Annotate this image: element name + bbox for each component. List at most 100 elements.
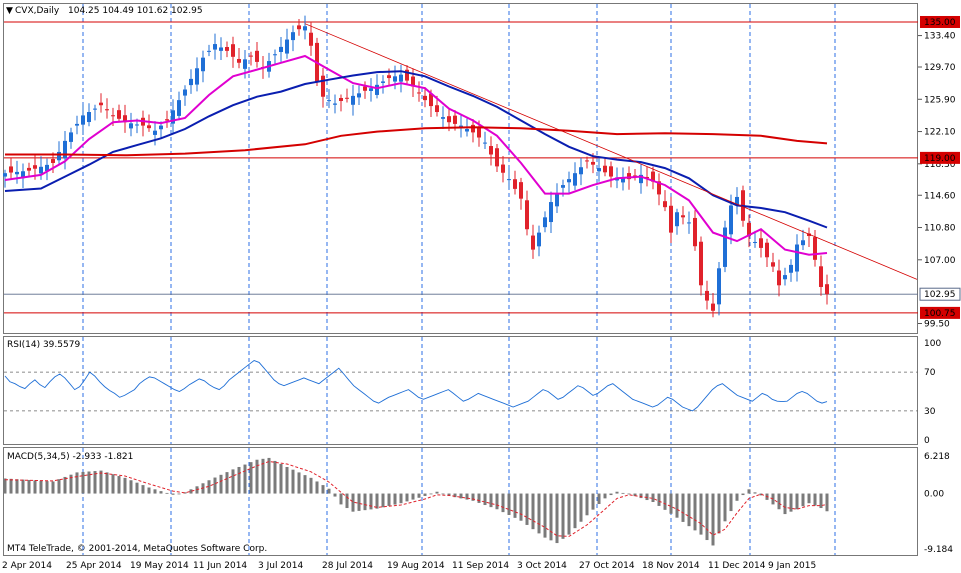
macd-histogram-bar <box>423 493 427 496</box>
macd-histogram-bar <box>519 493 523 521</box>
moving-average-fast <box>4 54 828 256</box>
macd-histogram-bar <box>117 476 121 494</box>
date-label: 25 Apr 2014 <box>66 561 122 571</box>
macd-tick-label: -9.184 <box>924 545 953 555</box>
macd-signal-line <box>4 460 828 537</box>
date-label: 11 Dec 2014 <box>708 561 766 571</box>
bear-candle <box>501 164 505 173</box>
bear-candle <box>813 237 817 260</box>
macd-histogram-bar <box>63 476 67 494</box>
macd-histogram-bar <box>669 493 673 514</box>
macd-histogram-bar <box>15 479 19 494</box>
bear-candle <box>9 166 13 173</box>
macd-histogram-bar <box>243 464 247 494</box>
macd-histogram-bar <box>579 493 583 522</box>
macd-histogram-bar <box>747 489 751 494</box>
bear-candle <box>471 124 475 133</box>
bull-candle <box>789 264 793 273</box>
bull-candle <box>279 46 283 52</box>
bear-candle <box>477 127 481 138</box>
bull-candle <box>369 88 373 91</box>
macd-histogram-bar <box>357 493 361 511</box>
macd-histogram-bar <box>303 475 307 494</box>
price-panel <box>3 3 918 334</box>
bull-candle <box>207 50 211 52</box>
bear-candle <box>405 69 409 81</box>
macd-histogram-bar <box>129 480 133 494</box>
macd-histogram-bar <box>801 493 805 507</box>
bull-candle <box>93 108 97 110</box>
bear-candle <box>681 215 685 218</box>
bear-candle <box>657 181 661 195</box>
bull-candle <box>375 84 379 95</box>
macd-histogram-bar <box>411 493 415 500</box>
bear-candle <box>345 97 349 99</box>
macd-histogram-bar <box>27 479 31 494</box>
bear-candle <box>231 44 235 57</box>
rsi-tick-label: 100 <box>924 339 941 349</box>
bear-candle <box>447 116 451 123</box>
price-tick-label: 125.90 <box>924 95 956 105</box>
macd-histogram-bar <box>603 493 607 499</box>
macd-histogram-bar <box>537 493 541 534</box>
bull-candle <box>567 179 571 183</box>
macd-histogram-bar <box>705 493 709 541</box>
macd-histogram-bar <box>615 491 619 494</box>
bull-candle <box>57 151 61 161</box>
macd-histogram-bar <box>447 493 451 496</box>
date-label: 2 Apr 2014 <box>2 561 52 571</box>
macd-histogram-bar <box>483 493 487 506</box>
macd-histogram-bar <box>813 493 817 506</box>
bull-candle <box>735 196 739 206</box>
macd-histogram-bar <box>375 493 379 509</box>
bull-candle <box>183 89 187 96</box>
bull-candle <box>81 115 85 125</box>
bull-candle <box>465 129 469 132</box>
bull-candle <box>195 68 199 85</box>
bull-candle <box>69 132 73 142</box>
bear-candle <box>387 75 391 79</box>
macd-histogram-bar <box>177 493 181 495</box>
bull-candle <box>219 47 223 51</box>
macd-histogram-bar <box>399 493 403 504</box>
macd-histogram-bar <box>291 469 295 494</box>
bull-candle <box>171 110 175 124</box>
date-label: 19 May 2014 <box>130 561 189 571</box>
macd-histogram-bar <box>429 493 433 495</box>
bull-candle <box>573 173 577 186</box>
macd-histogram-bar <box>159 491 163 494</box>
bull-candle <box>729 205 733 235</box>
macd-histogram-bar <box>753 492 757 494</box>
macd-tick-label: 0.00 <box>924 490 944 500</box>
bull-candle <box>543 217 547 228</box>
x-axis-labels: 2 Apr 2014 25 Apr 2014 19 May 2014 11 Jun 2… <box>2 561 816 571</box>
macd-histogram-bar <box>99 470 103 494</box>
chart-menu-icon[interactable]: ▼ <box>6 6 13 16</box>
macd-histogram-bar <box>45 481 49 494</box>
macd-histogram-bar <box>105 472 109 494</box>
bear-candle <box>33 165 37 169</box>
rsi-title: RSI(14) 39.5579 <box>7 340 80 350</box>
macd-histogram-bar <box>309 477 313 494</box>
macd-histogram-bar <box>21 479 25 494</box>
macd-histogram-bar <box>363 493 367 511</box>
bull-candle <box>561 185 565 188</box>
macd-histogram-bar <box>249 462 253 494</box>
moving-average-mid <box>4 70 828 229</box>
macd-histogram-bar <box>51 481 55 494</box>
bull-candle <box>639 174 643 184</box>
bull-candle <box>801 240 805 246</box>
rsi-tick-label: 0 <box>924 436 930 446</box>
bull-candle <box>795 244 799 272</box>
bull-candle <box>579 167 583 175</box>
macd-histogram-bar <box>717 493 721 534</box>
macd-histogram-bar <box>729 493 733 512</box>
bear-candle <box>669 205 673 233</box>
bull-candle <box>381 81 385 83</box>
macd-histogram-bar <box>333 493 337 497</box>
macd-histogram-bar <box>315 481 319 494</box>
macd-histogram-bar <box>285 466 289 494</box>
bull-candle <box>243 59 247 69</box>
bear-candle <box>645 176 649 179</box>
bear-candle <box>495 148 499 167</box>
